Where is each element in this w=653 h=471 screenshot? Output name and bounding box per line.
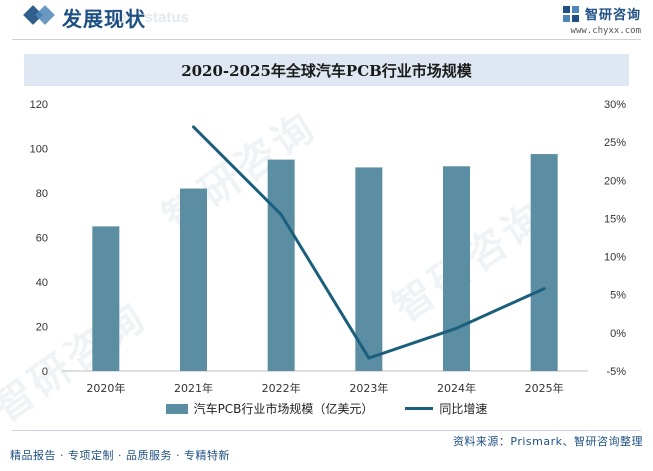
y-right-tick-label: 30% <box>604 99 626 111</box>
y-left-tick-label: 80 <box>36 188 48 200</box>
y-right-tick-label: 15% <box>604 213 626 225</box>
legend-label-bar: 汽车PCB行业市场规模（亿美元） <box>193 402 374 416</box>
legend-label-line: 同比增速 <box>439 402 488 416</box>
y-right-tick-label: -5% <box>606 366 626 378</box>
y-left-tick-label: 100 <box>30 144 48 156</box>
brand: 智研咨询 <box>562 4 641 23</box>
x-tick-label: 2025年 <box>525 381 564 395</box>
y-right-tick-label: 5% <box>610 290 626 302</box>
chart-legend: 汽车PCB行业市场规模（亿美元） 同比增速 <box>0 400 653 417</box>
x-tick-label: 2022年 <box>262 381 301 395</box>
bar <box>443 166 470 371</box>
legend-swatch-line <box>405 407 434 410</box>
y-left-tick-label: 40 <box>36 277 48 289</box>
growth-rate-line <box>192 125 546 360</box>
brand-logo-icon <box>562 5 579 22</box>
legend-item-line: 同比增速 <box>405 400 487 417</box>
x-tick-label: 2023年 <box>349 381 388 395</box>
section-title: 发展现状 <box>62 7 146 31</box>
bar <box>267 159 295 371</box>
header: ent status 发展现状 智研咨询 www.chyxx.com <box>0 0 653 40</box>
brand-name: 智研咨询 <box>584 8 641 23</box>
brand-url: www.chyxx.com <box>570 26 641 36</box>
y-right-tick-label: 0% <box>610 328 626 340</box>
footer-tagline: 精品报告 · 专项定制 · 品质服务 · 专精特新 <box>10 449 230 462</box>
y-left-tick-label: 0 <box>42 366 48 378</box>
y-right-tick-label: 10% <box>604 252 626 264</box>
legend-swatch-bar <box>165 403 188 414</box>
y-left-tick-label: 120 <box>30 99 48 111</box>
bar <box>92 226 120 371</box>
footer-divider <box>12 430 641 431</box>
chart-title-band: 2020-2025年全球汽车PCB行业市场规模 <box>24 54 629 86</box>
header-divider <box>12 39 641 40</box>
y-left-tick-label: 20 <box>36 322 48 334</box>
bar <box>355 167 383 371</box>
footer-source: 资料来源：Prismark、智研咨询整理 <box>452 435 643 448</box>
x-tick-label: 2021年 <box>174 381 213 395</box>
x-tick-label: 2020年 <box>86 381 125 395</box>
y-right-tick-label: 20% <box>604 175 626 187</box>
chart-title: 2020-2025年全球汽车PCB行业市场规模 <box>181 62 472 80</box>
bar <box>530 154 558 371</box>
y-left-tick-label: 60 <box>36 233 48 245</box>
y-right-tick-label: 25% <box>604 137 626 149</box>
x-tick-label: 2024年 <box>437 381 476 395</box>
section-subtitle: ent status <box>118 9 189 26</box>
legend-item-bar: 汽车PCB行业市场规模（亿美元） <box>165 400 374 417</box>
bar <box>180 188 207 371</box>
